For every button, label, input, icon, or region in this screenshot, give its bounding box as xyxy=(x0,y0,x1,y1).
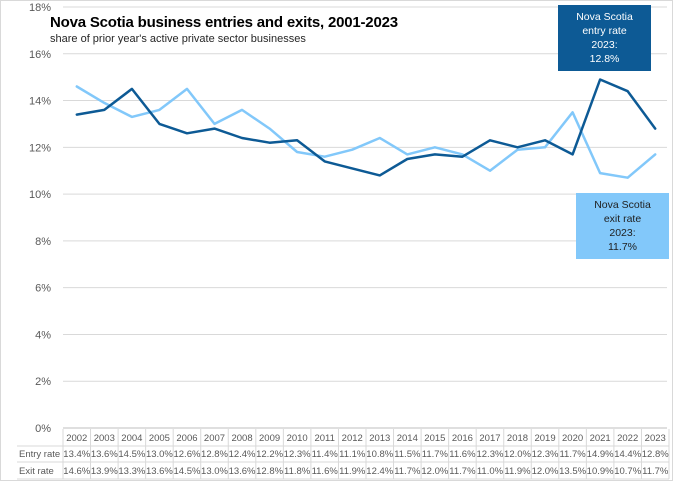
y-tick-label: 6% xyxy=(35,283,51,295)
x-tick-label: 2021 xyxy=(590,433,611,444)
data-table-cell: 13.0% xyxy=(201,466,228,477)
data-table-cell: 12.0% xyxy=(504,449,531,460)
callout-line: Nova Scotia xyxy=(576,11,633,23)
y-tick-label: 12% xyxy=(29,142,51,154)
exit-rate-callout: Nova Scotia exit rate 2023: 11.7% xyxy=(576,193,669,259)
callout-line: 2023: xyxy=(591,39,618,51)
x-tick-label: 2015 xyxy=(424,433,445,444)
data-table-cell: 14.6% xyxy=(63,466,90,477)
data-table-cell: 12.2% xyxy=(256,449,283,460)
y-tick-label: 10% xyxy=(29,189,51,201)
data-table-cell: 11.8% xyxy=(284,466,311,477)
data-table-cell: 12.3% xyxy=(476,449,503,460)
data-table-cell: 13.4% xyxy=(63,449,90,460)
callout-line: Nova Scotia xyxy=(594,199,651,211)
x-tick-label: 2005 xyxy=(149,433,170,444)
x-tick-label: 2004 xyxy=(121,433,142,444)
table-row-header: Entry rate xyxy=(19,449,60,460)
data-table-cell: 13.3% xyxy=(118,466,145,477)
y-tick-label: 4% xyxy=(35,329,51,341)
data-table-cell: 12.6% xyxy=(173,449,200,460)
callout-line: 2023: xyxy=(609,227,636,239)
data-table-cell: 14.5% xyxy=(173,466,200,477)
x-tick-label: 2008 xyxy=(231,433,252,444)
x-tick-label: 2013 xyxy=(369,433,390,444)
data-table-cell: 12.8% xyxy=(256,466,283,477)
data-table-cell: 11.7% xyxy=(449,466,476,477)
x-tick-label: 2003 xyxy=(94,433,115,444)
exit-rate-line xyxy=(75,85,657,179)
x-tick-label: 2011 xyxy=(314,433,334,444)
x-tick-label: 2007 xyxy=(204,433,225,444)
callout-line: 11.7% xyxy=(608,241,637,253)
x-tick-label: 2012 xyxy=(342,433,363,444)
chart-subtitle: share of prior year's active private sec… xyxy=(50,33,306,45)
data-table-cell: 11.7% xyxy=(559,449,586,460)
callout-line: 12.8% xyxy=(589,53,620,65)
data-table-cell: 13.6% xyxy=(229,466,256,477)
data-table-cell: 11.1% xyxy=(339,449,366,460)
x-tick-label: 2006 xyxy=(176,433,197,444)
data-table-cell: 14.4% xyxy=(614,449,641,460)
data-table-cell: 12.8% xyxy=(642,449,669,460)
callout-line: exit rate xyxy=(603,213,642,225)
data-table-cell: 11.6% xyxy=(312,466,339,477)
y-tick-label: 16% xyxy=(29,49,51,61)
series-lines xyxy=(75,78,657,179)
x-tick-label: 2016 xyxy=(452,433,473,444)
data-table-cell: 12.0% xyxy=(532,466,559,477)
x-tick-label: 2009 xyxy=(259,433,280,444)
data-table: Entry rate Exit rate 2002 13.4% 14.6% 2003 13.… xyxy=(17,429,670,480)
data-table-cell: 11.6% xyxy=(449,449,476,460)
data-table-cell: 12.8% xyxy=(201,449,228,460)
x-tick-label: 2014 xyxy=(397,433,418,444)
gridlines xyxy=(63,6,667,429)
callout-line: entry rate xyxy=(582,25,627,37)
data-table-cell: 14.9% xyxy=(587,449,614,460)
y-axis-ticks: 0% 2% 4% 6% 8% 10% 12% 14% 16% 18% xyxy=(29,2,51,435)
data-table-cell: 10.8% xyxy=(366,449,393,460)
data-table-cell: 13.9% xyxy=(91,466,118,477)
data-table-cell: 13.0% xyxy=(146,449,173,460)
entry-rate-callout: Nova Scotia entry rate 2023: 12.8% xyxy=(558,5,651,71)
data-table-cell: 10.7% xyxy=(614,466,641,477)
x-tick-label: 2010 xyxy=(287,433,308,444)
data-table-cell: 13.5% xyxy=(559,466,586,477)
x-tick-label: 2020 xyxy=(562,433,583,444)
data-table-cell: 11.7% xyxy=(642,466,669,477)
data-table-cell: 11.9% xyxy=(339,466,366,477)
x-tick-label: 2022 xyxy=(617,433,638,444)
y-tick-label: 0% xyxy=(35,423,51,435)
data-table-cell: 12.4% xyxy=(229,449,256,460)
data-table-cell: 10.9% xyxy=(587,466,614,477)
x-tick-label: 2018 xyxy=(507,433,528,444)
data-table-cell: 11.5% xyxy=(394,449,421,460)
data-table-cell: 12.3% xyxy=(284,449,311,460)
entry-rate-line xyxy=(75,78,657,177)
table-row-header: Exit rate xyxy=(19,466,54,477)
data-table-cell: 11.0% xyxy=(477,466,504,477)
x-tick-label: 2002 xyxy=(66,433,87,444)
data-table-cell: 11.4% xyxy=(312,449,339,460)
x-tick-label: 2019 xyxy=(534,433,555,444)
data-table-cell: 12.0% xyxy=(421,466,448,477)
data-table-cell: 11.9% xyxy=(504,466,531,477)
y-tick-label: 18% xyxy=(29,2,51,14)
data-table-cell: 13.6% xyxy=(146,466,173,477)
data-table-cell: 11.7% xyxy=(394,466,421,477)
data-table-cell: 12.3% xyxy=(532,449,559,460)
data-table-cell: 11.7% xyxy=(422,449,449,460)
x-tick-label: 2017 xyxy=(479,433,500,444)
data-table-cell: 12.4% xyxy=(366,466,393,477)
y-tick-label: 2% xyxy=(35,376,51,388)
y-tick-label: 14% xyxy=(29,96,51,108)
x-tick-label: 2023 xyxy=(645,433,666,444)
data-table-cell: 14.5% xyxy=(118,449,145,460)
chart-title: Nova Scotia business entries and exits, … xyxy=(50,14,398,31)
data-table-cell: 13.6% xyxy=(91,449,118,460)
y-tick-label: 8% xyxy=(35,236,51,248)
